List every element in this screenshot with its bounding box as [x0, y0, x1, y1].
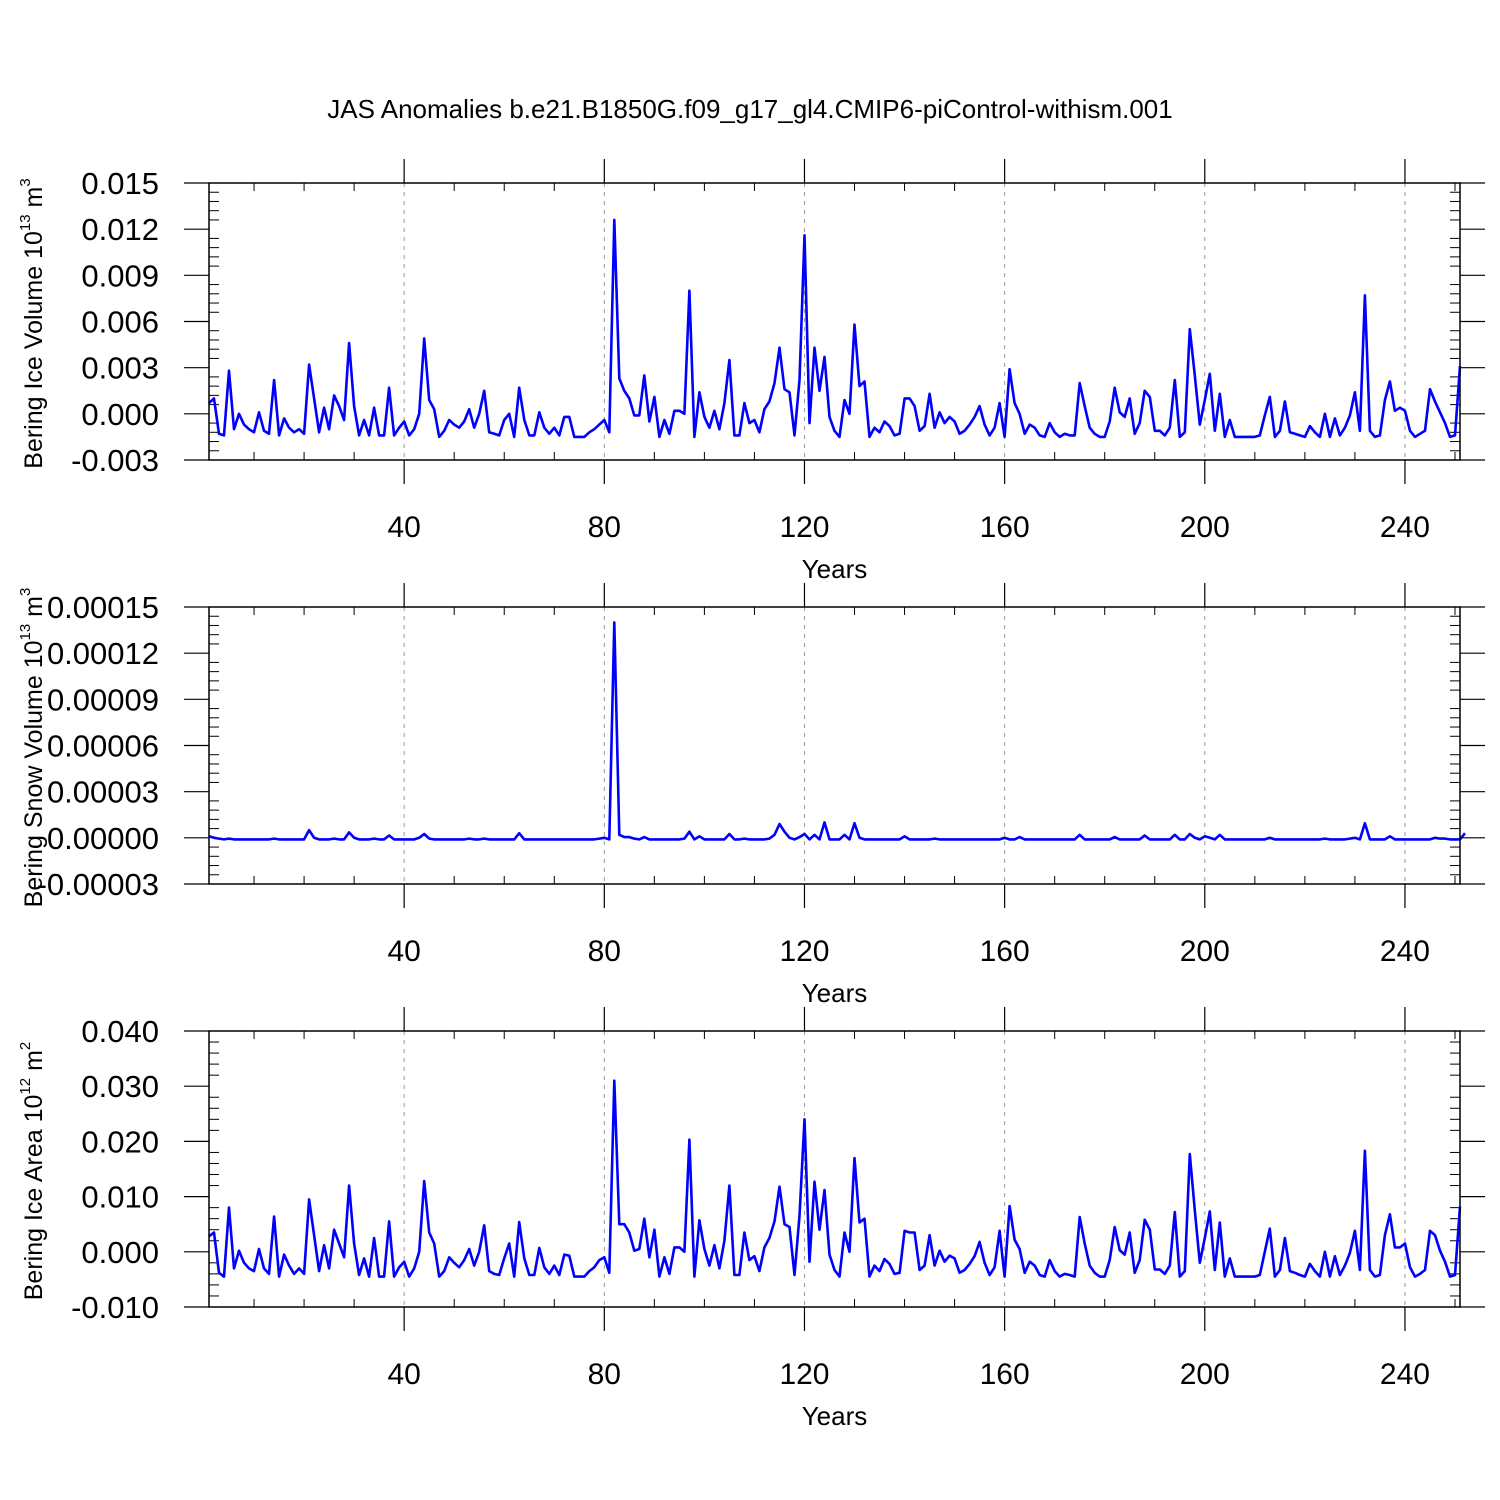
y-tick-label: 0.010: [81, 1180, 159, 1215]
x-tick-label: 120: [779, 935, 829, 968]
y-axis-label-text: m: [20, 187, 48, 215]
y-tick-label: 0.003: [81, 351, 159, 386]
plot-frame: [208, 182, 1461, 461]
chart-panel-3: 40 80 120 160 200 240 -0.010 0.000 0.010 0.020 0.0…: [17, 1007, 1485, 1431]
y-axis-label-exponent: 13: [17, 214, 34, 231]
x-tick-label: 200: [1180, 511, 1230, 544]
x-tick-label: 200: [1180, 1358, 1230, 1391]
y-tick-label: 0.040: [81, 1014, 159, 1049]
chart-panel-2: 40 80 120 160 200 240 -0.00003 0.00000 0.00003 0.…: [17, 583, 1485, 1008]
y-axis-label: Bering Ice Volume 1013 m3: [17, 178, 48, 468]
x-tick-label: 200: [1180, 935, 1230, 968]
x-tick-label: 40: [387, 935, 420, 968]
plot-frame: [208, 606, 1461, 885]
x-tick-label: 120: [779, 1358, 829, 1391]
y-axis-label: Bering Ice Area 1012 m2: [17, 1042, 48, 1301]
y-axis-label-text: Bering Ice Volume 10: [20, 231, 48, 469]
x-tick-label: 80: [588, 511, 621, 544]
series-line: [208, 621, 1467, 841]
x-tick-label: 160: [980, 511, 1030, 544]
x-axis-label: Years: [802, 554, 868, 584]
y-tick-label: 0.030: [81, 1069, 159, 1104]
y-tick-label: 0.00015: [47, 590, 159, 625]
x-tick-label: 240: [1380, 1358, 1430, 1391]
x-tick-label: 240: [1380, 935, 1430, 968]
y-axis-label-text: m: [20, 596, 48, 624]
y-tick-label: 0.00003: [47, 775, 159, 810]
y-axis-label: Bering Snow Volume 1013 m3: [17, 588, 48, 908]
y-tick-label: 0.00009: [47, 682, 159, 717]
x-tick-label: 40: [387, 1358, 420, 1391]
y-axis-label-exponent: 2: [17, 1042, 34, 1050]
x-tick-label: 40: [387, 511, 420, 544]
series-line: [208, 1079, 1462, 1278]
y-axis-label-exponent: 12: [17, 1078, 34, 1095]
y-axis-label-text: Bering Snow Volume 10: [20, 640, 48, 907]
y-tick-label: 0.020: [81, 1124, 159, 1159]
figure-title: JAS Anomalies b.e21.B1850G.f09_g17_gl4.C…: [327, 94, 1172, 124]
y-tick-label: 0.012: [81, 212, 159, 247]
x-tick-label: 80: [588, 1358, 621, 1391]
x-axis-label: Years: [802, 978, 868, 1008]
plot-frame: [208, 1030, 1461, 1308]
series-line: [208, 218, 1462, 439]
y-tick-label: 0.006: [81, 305, 159, 340]
y-tick-label: -0.003: [71, 443, 159, 478]
y-tick-label: 0.00000: [47, 821, 159, 856]
y-tick-label: 0.000: [81, 397, 159, 432]
y-tick-label: 0.00006: [47, 729, 159, 764]
y-tick-label: 0.000: [81, 1235, 159, 1270]
chart-panel-1: 40 80 120 160 200 240 -0.003 0.000 0.003 0.006 0.0…: [17, 159, 1485, 584]
panels: 40 80 120 160 200 240-0.0030.0000.0030.0060.0…: [17, 159, 1485, 1431]
y-tick-label: -0.00003: [37, 867, 159, 902]
y-tick-label: 0.009: [81, 258, 159, 293]
x-tick-label: 160: [980, 935, 1030, 968]
x-tick-label: 80: [588, 935, 621, 968]
y-axis-label-exponent: 3: [17, 178, 34, 186]
y-axis-label-text: m: [20, 1050, 48, 1078]
y-tick-label: 0.015: [81, 166, 159, 201]
y-tick-label: 0.00012: [47, 636, 159, 671]
x-axis-label: Years: [802, 1401, 868, 1431]
y-axis-label-exponent: 13: [17, 624, 34, 641]
y-axis-label-text: Bering Ice Area 10: [20, 1095, 48, 1301]
y-tick-label: -0.010: [71, 1290, 159, 1325]
y-axis-label-exponent: 3: [17, 588, 34, 596]
x-tick-label: 160: [980, 1358, 1030, 1391]
x-tick-label: 240: [1380, 511, 1430, 544]
x-tick-label: 120: [779, 511, 829, 544]
